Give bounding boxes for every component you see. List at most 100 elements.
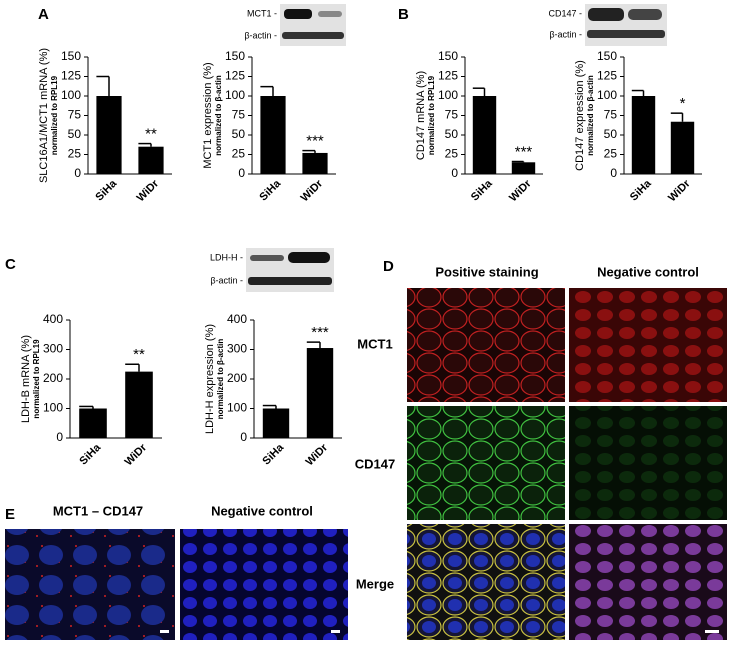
column-title: Positive staining — [435, 264, 538, 279]
y-tick-label: 0 — [451, 166, 458, 180]
x-tick-label: SiHa — [469, 177, 495, 203]
x-tick-label: WiDr — [299, 177, 326, 204]
micrograph — [407, 288, 565, 402]
y-tick-label: 50 — [604, 127, 618, 141]
y-axis-label: MCT1 expression (%) — [202, 62, 214, 168]
y-tick-label: 150 — [225, 49, 245, 63]
y-tick-label: 400 — [227, 312, 247, 326]
significance-label: *** — [515, 143, 533, 160]
bar — [262, 408, 290, 438]
bar — [260, 96, 286, 174]
significance-label: ** — [133, 346, 145, 363]
panel-letter: A — [38, 6, 49, 23]
x-tick-label: SiHa — [77, 441, 103, 467]
bar — [511, 162, 536, 174]
y-tick-label: 50 — [232, 127, 246, 141]
panel-letter: E — [5, 506, 15, 523]
blot-label: LDH-H - — [210, 252, 243, 262]
y-tick-label: 25 — [232, 147, 246, 161]
bar — [125, 371, 153, 438]
significance-label: * — [680, 95, 686, 112]
y-tick-label: 25 — [445, 147, 459, 161]
bar — [79, 408, 107, 438]
bar — [138, 146, 164, 174]
y-axis-label: LDH-B mRNA (%) — [20, 335, 32, 423]
y-axis-note: normalized to RPL19 — [50, 75, 59, 155]
x-tick-label: SiHa — [93, 177, 119, 203]
blot-label: β-actin - — [210, 275, 243, 285]
micrograph — [180, 529, 348, 640]
panel-letter: C — [5, 256, 16, 273]
y-axis-label: CD147 expression (%) — [574, 60, 586, 171]
micrograph — [569, 288, 727, 402]
y-tick-label: 400 — [43, 312, 63, 326]
y-axis-label: CD147 mRNA (%) — [415, 71, 427, 160]
x-tick-label: SiHa — [260, 441, 286, 467]
y-tick-label: 150 — [61, 49, 81, 63]
y-tick-label: 150 — [597, 49, 617, 63]
x-tick-label: WiDr — [507, 177, 534, 204]
micrograph — [5, 529, 175, 640]
blot-label: CD147 - — [548, 8, 582, 18]
y-tick-label: 25 — [604, 147, 618, 161]
y-tick-label: 75 — [68, 108, 82, 122]
bar — [96, 96, 122, 174]
y-tick-label: 150 — [438, 49, 458, 63]
y-tick-label: 100 — [438, 88, 458, 102]
significance-label: ** — [145, 126, 157, 143]
x-tick-label: WiDr — [666, 177, 693, 204]
y-tick-label: 0 — [56, 430, 63, 444]
y-axis-label: LDH-H expression (%) — [204, 324, 216, 434]
y-tick-label: 125 — [597, 69, 617, 83]
y-tick-label: 0 — [74, 166, 81, 180]
column-title: Negative control — [597, 264, 699, 279]
y-tick-label: 100 — [597, 88, 617, 102]
y-tick-label: 125 — [61, 69, 81, 83]
blot-label: MCT1 - — [247, 8, 277, 18]
western-blot: LDH-H - β-actin - — [210, 248, 334, 292]
y-tick-label: 200 — [227, 371, 247, 385]
y-tick-label: 0 — [240, 430, 247, 444]
row-title: CD147 — [355, 456, 395, 471]
y-tick-label: 100 — [225, 88, 245, 102]
y-tick-label: 0 — [610, 166, 617, 180]
column-title: Negative control — [211, 503, 313, 518]
bar — [306, 348, 334, 438]
bar — [631, 96, 656, 174]
column-title: MCT1 – CD147 — [53, 503, 143, 518]
significance-label: *** — [306, 133, 324, 150]
y-tick-label: 100 — [227, 401, 247, 415]
y-tick-label: 0 — [238, 166, 245, 180]
panel-letter: B — [398, 6, 409, 23]
micrograph — [569, 524, 727, 640]
x-tick-label: SiHa — [628, 177, 654, 203]
row-title: Merge — [356, 576, 394, 591]
y-axis-note: normalized to β-actin — [586, 75, 595, 156]
x-tick-label: WiDr — [304, 441, 331, 468]
blot-label: β-actin - — [549, 29, 582, 39]
y-axis-label: SLC16A1/MCT1 mRNA (%) — [38, 48, 50, 183]
panel-letter: D — [383, 258, 394, 275]
bar — [302, 152, 328, 174]
y-tick-label: 100 — [61, 88, 81, 102]
x-tick-label: SiHa — [257, 177, 283, 203]
y-tick-label: 300 — [43, 342, 63, 356]
y-tick-label: 100 — [43, 401, 63, 415]
row-title: MCT1 — [357, 336, 392, 351]
x-tick-label: WiDr — [135, 177, 162, 204]
y-tick-label: 125 — [438, 69, 458, 83]
y-tick-label: 50 — [68, 127, 82, 141]
y-axis-note: normalized to RPL19 — [427, 75, 436, 155]
scale-bar — [705, 630, 719, 633]
y-tick-label: 75 — [604, 108, 618, 122]
blot-label: β-actin - — [244, 30, 277, 40]
y-tick-label: 50 — [445, 127, 459, 141]
significance-label: *** — [311, 324, 329, 341]
micrograph — [569, 406, 727, 520]
y-tick-label: 25 — [68, 147, 82, 161]
y-tick-label: 75 — [232, 108, 246, 122]
bar — [670, 121, 695, 174]
y-axis-note: normalized to β-actin — [214, 75, 223, 156]
western-blot: MCT1 - β-actin - — [244, 4, 346, 46]
y-axis-note: normalized to RPL19 — [32, 339, 41, 419]
